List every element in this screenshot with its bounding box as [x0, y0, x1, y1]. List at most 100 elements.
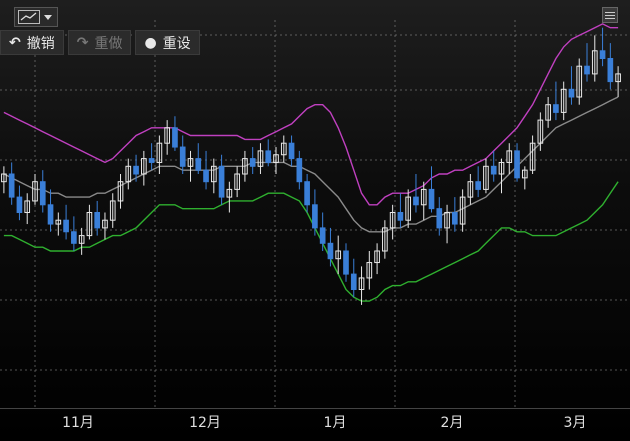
redo-icon: ↷	[76, 34, 89, 51]
candle-body	[467, 181, 474, 198]
candle-body	[420, 188, 427, 206]
candle-body	[366, 262, 373, 279]
x-tick-label-feb: 2月	[440, 415, 464, 431]
candle-body	[382, 227, 388, 252]
candle-body	[413, 196, 419, 206]
candle-body	[483, 165, 489, 190]
candle-body	[273, 154, 279, 163]
candle-body	[599, 50, 606, 59]
middle-band-line	[3, 96, 619, 233]
candle-body	[172, 127, 178, 148]
candle-body	[249, 158, 256, 167]
undo-icon: ↶	[9, 34, 21, 51]
candle-body	[195, 158, 202, 171]
candle-body	[545, 104, 551, 121]
candle-body	[226, 188, 233, 198]
lower-band-line	[3, 181, 619, 302]
candle-body	[16, 196, 23, 214]
candle-body	[568, 88, 575, 98]
candle-body	[71, 231, 77, 244]
candle-body	[242, 158, 248, 175]
candle-body	[584, 65, 590, 75]
candle-body	[498, 161, 505, 175]
line-chart-icon	[18, 10, 40, 24]
candle-body	[164, 127, 170, 144]
x-axis-line	[0, 408, 630, 409]
x-tick-label-mar: 3月	[563, 415, 587, 431]
candle-body	[553, 104, 559, 113]
candle-body	[32, 181, 38, 202]
candle-body	[218, 165, 225, 198]
undo-label: 撤销	[26, 35, 55, 52]
candle-body	[94, 212, 101, 229]
candle-body	[125, 165, 132, 183]
candle-body	[397, 212, 404, 221]
candle-body	[109, 200, 116, 221]
candle-body	[179, 146, 186, 167]
candle-body	[452, 212, 458, 225]
candle-body	[1, 173, 7, 183]
candle-body	[405, 196, 412, 221]
candle-body	[490, 165, 497, 175]
candle-body	[374, 250, 380, 264]
candle-body	[436, 208, 443, 229]
x-tick-label-nov: 11月	[62, 415, 94, 431]
candle-body	[312, 204, 318, 229]
upper-band-line	[3, 23, 619, 206]
candle-body	[607, 58, 614, 83]
menu-icon	[605, 11, 615, 13]
candle-body	[133, 165, 139, 175]
x-tick-label-jan: 1月	[323, 415, 347, 431]
candle-body	[521, 169, 528, 179]
candle-body	[47, 204, 54, 225]
candle-body	[117, 181, 124, 202]
candle-body	[24, 200, 31, 213]
candle-body	[389, 212, 396, 229]
expand-panel-button[interactable]	[602, 7, 618, 23]
candle-body	[475, 181, 481, 190]
candle-body	[86, 212, 93, 237]
candle-body	[576, 65, 583, 98]
reset-label: 重设	[162, 35, 191, 52]
candle-body	[444, 212, 450, 229]
candle-body	[148, 158, 155, 163]
candle-body	[335, 250, 342, 260]
candle-body	[615, 73, 621, 83]
candle-body	[63, 219, 69, 233]
candle-body	[280, 142, 287, 156]
candle-body	[343, 250, 349, 275]
candle-body	[156, 142, 163, 163]
candle-body	[203, 169, 209, 183]
candle-body	[459, 196, 466, 225]
candle-body	[327, 242, 334, 260]
candle-body	[537, 119, 544, 144]
candle-body	[506, 150, 513, 163]
candle-body	[210, 165, 217, 183]
chart-toolbar	[14, 6, 58, 28]
candle-body	[265, 150, 272, 163]
candle-body	[234, 173, 240, 190]
candle-body	[514, 150, 520, 179]
candle-body	[428, 188, 435, 210]
chart-type-dropdown[interactable]	[14, 7, 58, 27]
reset-icon: ●	[144, 34, 157, 51]
candle-body	[296, 158, 303, 183]
candle-body	[350, 273, 357, 291]
candle-body	[187, 158, 194, 167]
candle-body	[55, 219, 62, 225]
candle-body	[141, 158, 147, 175]
candle-body	[560, 88, 567, 113]
redo-button[interactable]: ↷ 重做	[67, 30, 132, 55]
candle-body	[529, 142, 536, 171]
chevron-down-icon	[44, 14, 52, 20]
candle-body	[319, 227, 326, 244]
candle-body	[304, 181, 310, 206]
candle-body	[8, 173, 15, 198]
candle-body	[591, 50, 598, 75]
reset-button[interactable]: ● 重设	[135, 30, 200, 55]
x-tick-label-dec: 12月	[189, 415, 221, 431]
candle-body	[288, 142, 295, 160]
undo-button[interactable]: ↶ 撤销	[0, 30, 64, 55]
